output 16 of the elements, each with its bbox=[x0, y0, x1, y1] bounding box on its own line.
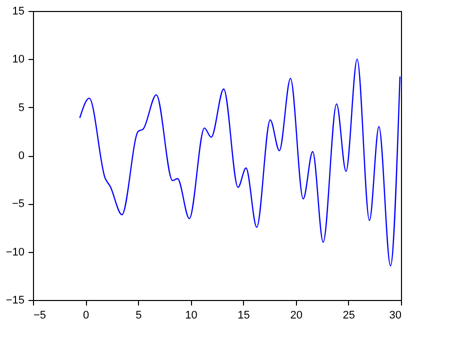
y-tick-label: 10 bbox=[12, 54, 24, 66]
y-tick-label: 15 bbox=[12, 6, 24, 18]
x-tick-label: 20 bbox=[290, 310, 302, 322]
x-tick-label: 10 bbox=[185, 310, 198, 322]
y-tick-label: 5 bbox=[18, 102, 24, 114]
y-tick-label: 0 bbox=[18, 150, 24, 162]
x-tick-label: −5 bbox=[34, 310, 46, 322]
x-tick-label: 0 bbox=[83, 310, 90, 322]
x-tick-label: 30 bbox=[389, 310, 402, 322]
x-tick-label: 25 bbox=[342, 310, 356, 322]
line-series bbox=[79, 58, 401, 266]
x-tick-label: 15 bbox=[238, 310, 250, 322]
y-tick-label: −15 bbox=[6, 294, 24, 306]
x-tick-label: 5 bbox=[136, 310, 142, 322]
y-tick-label: −10 bbox=[6, 246, 24, 258]
y-tick-label: −5 bbox=[12, 198, 24, 210]
